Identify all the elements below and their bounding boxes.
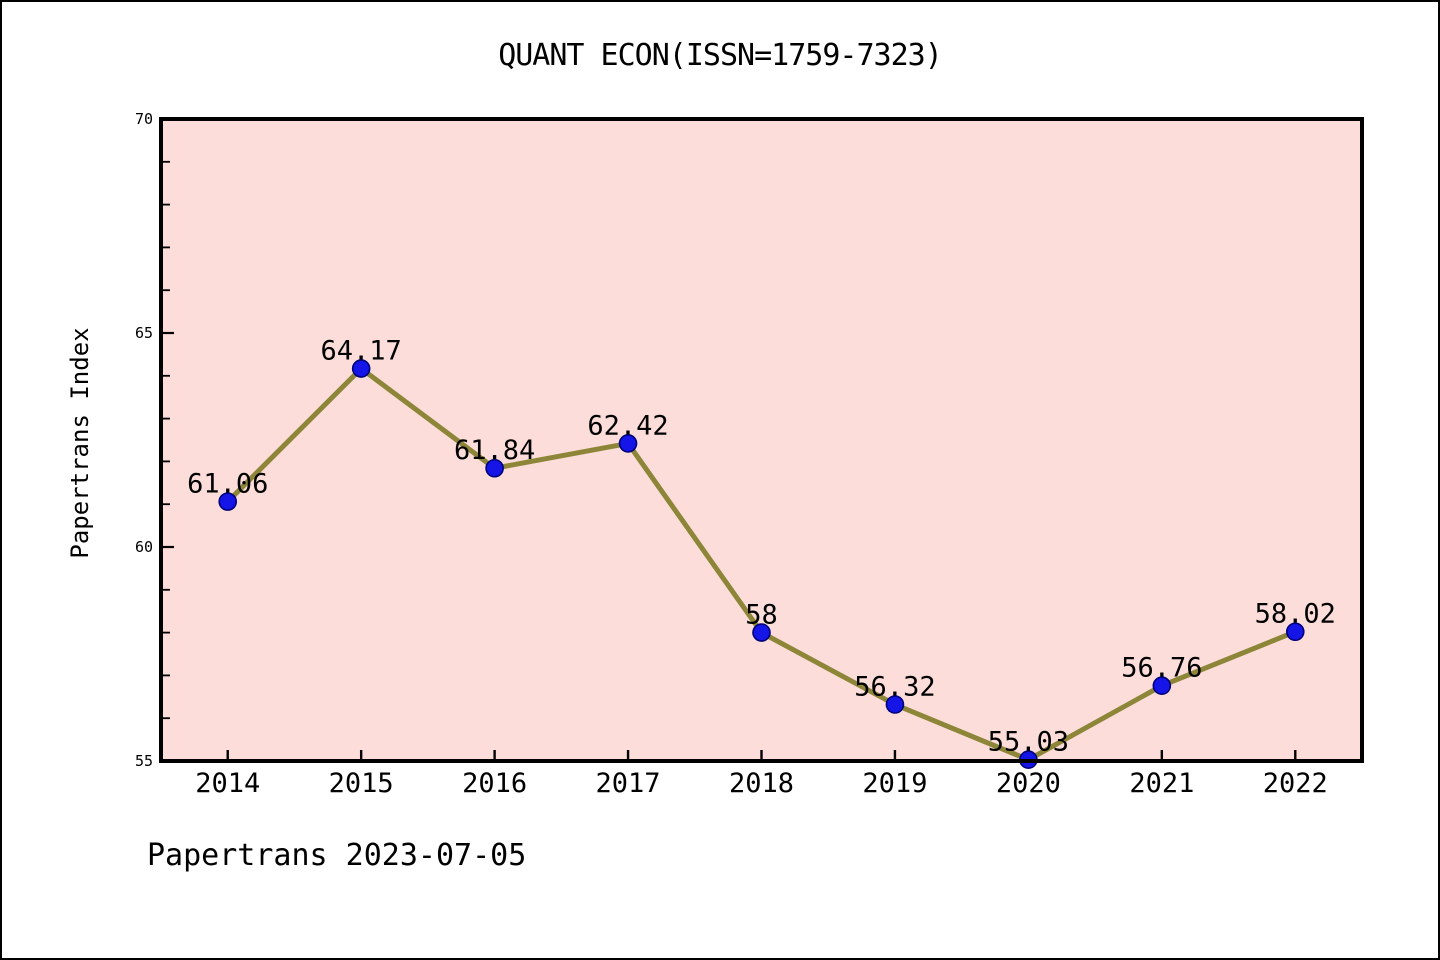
x-tick-label: 2021 (1129, 768, 1194, 799)
x-tick-label: 2017 (596, 768, 661, 799)
x-tick-label: 2022 (1263, 768, 1328, 799)
data-point-marker (752, 623, 771, 642)
plot-area-background (161, 119, 1362, 761)
x-tick-label: 2018 (729, 768, 794, 799)
data-point-marker (218, 492, 238, 511)
data-point-label: 61.84 (454, 435, 535, 466)
data-point-label: 55.03 (988, 727, 1069, 758)
data-point-label: 62.42 (587, 410, 668, 441)
data-point-marker (618, 434, 638, 453)
x-tick-label: 2015 (329, 768, 394, 799)
data-point-label: 64.17 (321, 336, 402, 367)
data-point-label: 56.32 (854, 672, 935, 703)
x-tick-label: 2019 (862, 768, 927, 799)
footer-watermark: Papertrans 2023-07-05 (147, 838, 527, 873)
data-point-marker (885, 695, 905, 714)
chart-title: QUANT ECON(ISSN=1759-7323) (498, 38, 943, 73)
x-tick-label: 2014 (195, 768, 260, 799)
data-point-marker (351, 359, 371, 378)
data-point-label: 58.02 (1255, 599, 1336, 630)
plot-frame (159, 117, 1364, 763)
data-point-marker (1285, 622, 1305, 642)
data-point-label: 58 (745, 600, 778, 631)
x-tick-label: 2020 (996, 768, 1061, 799)
y-tick-label: 70 (135, 110, 153, 128)
x-tick-label: 2016 (462, 768, 527, 799)
y-tick-label: 65 (135, 324, 153, 342)
y-tick-label: 55 (135, 752, 153, 770)
data-point-marker (485, 458, 504, 478)
y-tick-label: 60 (135, 538, 153, 556)
data-point-label: 56.76 (1121, 653, 1202, 684)
data-point-marker (1152, 676, 1172, 695)
data-point-label: 61.06 (187, 469, 268, 500)
